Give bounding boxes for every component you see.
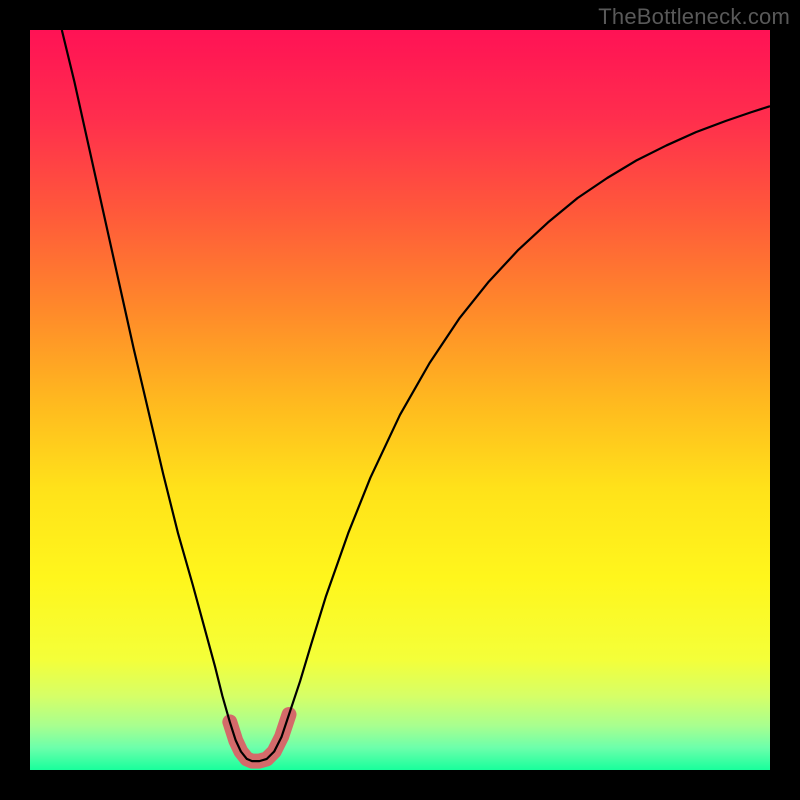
watermark-text: TheBottleneck.com <box>598 4 790 30</box>
gradient-background <box>30 30 770 770</box>
chart-svg <box>30 30 770 770</box>
chart-plot <box>30 30 770 770</box>
chart-container: TheBottleneck.com <box>0 0 800 800</box>
